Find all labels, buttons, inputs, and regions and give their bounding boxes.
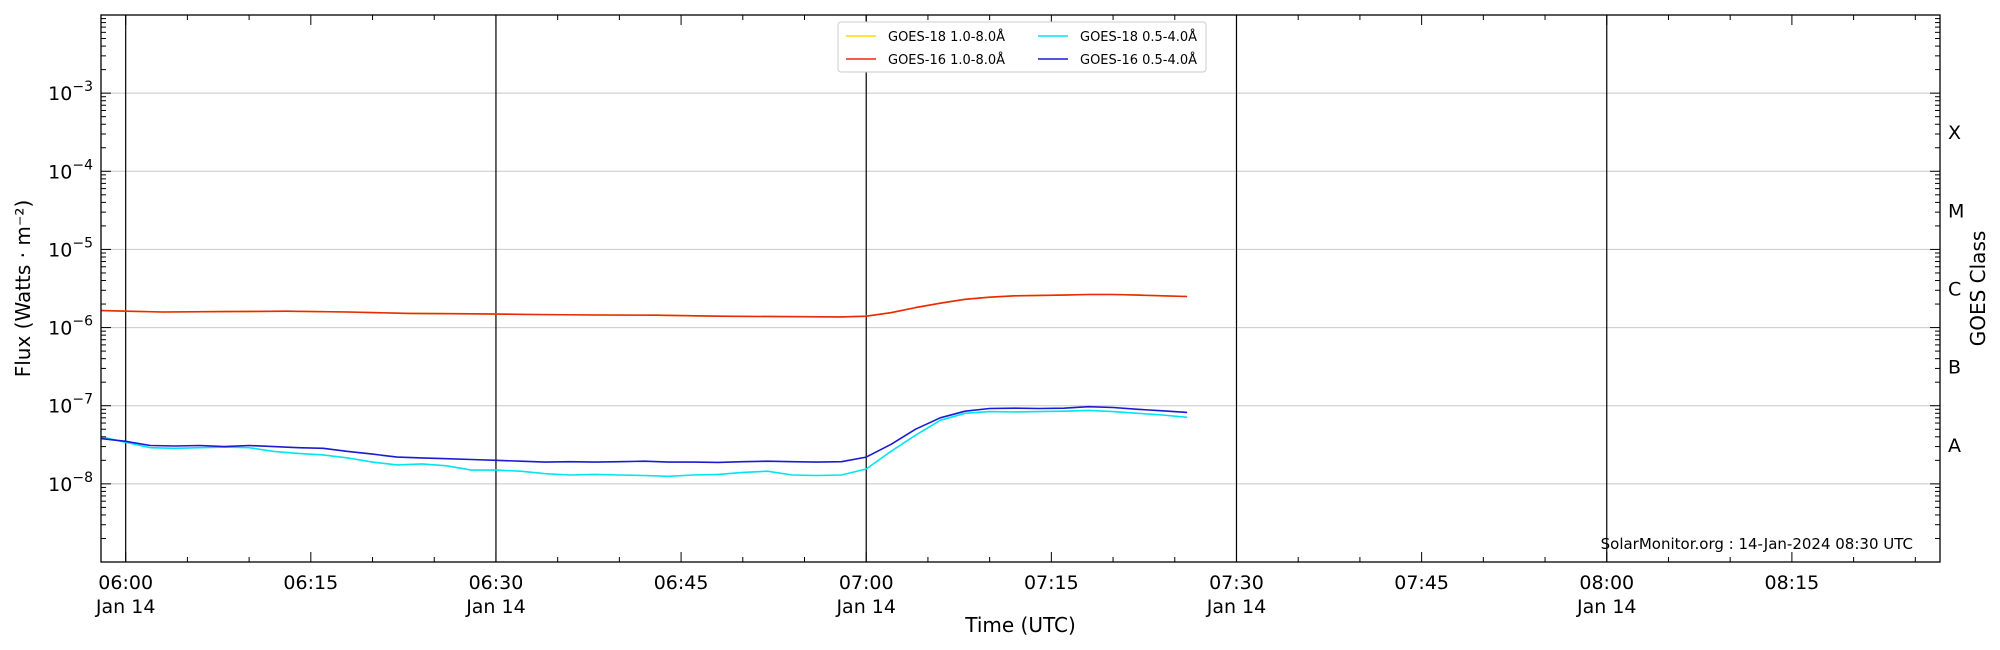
x-tick-label: 06:00 — [98, 572, 153, 594]
y-tick-exponent: −7 — [72, 392, 93, 408]
y-tick-base: 10 — [48, 474, 72, 496]
y-tick-exponent: −3 — [72, 79, 93, 95]
legend-label: GOES-16 1.0-8.0Å — [888, 52, 1005, 68]
x-tick-label: 07:30 — [1209, 572, 1264, 594]
y-tick-labels: 10−310−410−510−610−710−8 — [48, 79, 93, 496]
x-tick-label: 08:00 — [1579, 572, 1634, 594]
legend-label: GOES-18 0.5-4.0Å — [1080, 29, 1197, 45]
y-tick-base: 10 — [48, 318, 72, 340]
y-tick-exponent: −4 — [72, 157, 93, 173]
y-tick-exponent: −8 — [72, 470, 93, 486]
y-tick-label: 10−8 — [48, 470, 93, 496]
goes-class-label: A — [1948, 435, 1961, 457]
series-line-4 — [100, 405, 1188, 464]
y-tick-label: 10−6 — [48, 314, 93, 340]
x-tick-sublabel: Jan 14 — [95, 596, 156, 618]
x-tick-label: 08:15 — [1765, 572, 1820, 594]
x-tick-sublabel: Jan 14 — [1206, 596, 1267, 618]
y-tick-base: 10 — [48, 239, 72, 261]
x-tick-label: 07:00 — [839, 572, 894, 594]
right-axis-title: GOES Class — [1966, 231, 1990, 347]
x-tick-label: 06:30 — [469, 572, 524, 594]
goes-class-label: C — [1948, 279, 1961, 301]
plot-frame — [100, 14, 1941, 563]
x-tick-sublabel: Jan 14 — [835, 596, 896, 618]
x-tick-sublabel: Jan 14 — [465, 596, 526, 618]
grid-layer — [101, 92, 1940, 485]
x-tick-label: 07:15 — [1024, 572, 1079, 594]
x-axis-title: Time (UTC) — [964, 613, 1076, 637]
goes-class-labels: X M C B A — [1948, 122, 1964, 457]
credit-text: SolarMonitor.org : 14-Jan-2024 08:30 UTC — [1601, 535, 1913, 553]
y-tick-label: 10−7 — [48, 392, 93, 418]
x-tick-label: 06:45 — [654, 572, 709, 594]
y-tick-exponent: −5 — [72, 235, 93, 251]
series-line-2 — [100, 293, 1188, 318]
y-tick-label: 10−3 — [48, 79, 93, 105]
goes-class-label: M — [1948, 200, 1964, 222]
x-tick-label: 07:45 — [1394, 572, 1449, 594]
x-tick-label: 06:15 — [283, 572, 338, 594]
legend-label: GOES-16 0.5-4.0Å — [1080, 52, 1197, 68]
series-line-1 — [100, 293, 1188, 318]
y-tick-base: 10 — [48, 83, 72, 105]
x-tick-sublabel: Jan 14 — [1576, 596, 1637, 618]
legend-box — [837, 21, 1207, 73]
y-tick-exponent: −6 — [72, 314, 93, 330]
goes-class-label: X — [1948, 122, 1961, 144]
y-tick-label: 10−4 — [48, 157, 93, 183]
tick-layer — [101, 15, 1940, 563]
legend-label: GOES-18 1.0-8.0Å — [888, 29, 1005, 45]
y-axis-title: Flux (Watts · m⁻²) — [11, 200, 35, 378]
day-boundary-lines — [125, 15, 1608, 562]
legend: GOES-18 1.0-8.0Å GOES-16 1.0-8.0Å GOES-18 … — [837, 21, 1207, 73]
series-layer — [100, 293, 1188, 478]
series-line-3 — [100, 409, 1188, 478]
y-tick-label: 10−5 — [48, 235, 93, 261]
y-tick-base: 10 — [48, 161, 72, 183]
y-tick-base: 10 — [48, 396, 72, 418]
goes-class-label: B — [1948, 357, 1961, 379]
